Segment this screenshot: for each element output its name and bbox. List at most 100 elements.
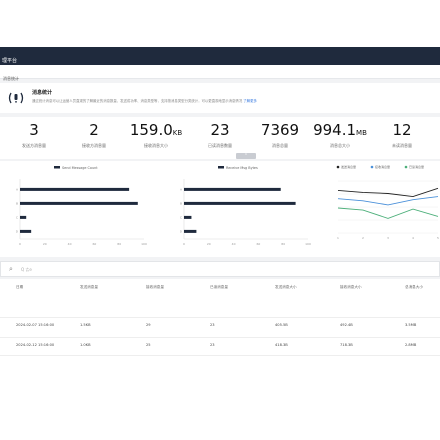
x-tick-label: 40 (68, 242, 72, 246)
stat-card: 2 接收方消息量 (64, 121, 124, 149)
y-tick-label: B (180, 201, 182, 205)
x-tick-label: 2 (362, 236, 364, 240)
y-tick-label: C (180, 215, 182, 219)
stat-label: 接收方消息量 (82, 143, 106, 148)
x-tick-label: 1 (337, 236, 339, 240)
series-line (337, 207, 439, 219)
table-cell: 418.3B (275, 343, 288, 347)
stat-label: 消息总量 (272, 143, 288, 148)
table-cell: 405.5B (275, 323, 288, 327)
legend-label: Send Message Count (62, 166, 98, 170)
bar (184, 215, 192, 219)
chevron-up-icon: ⌃ (243, 153, 249, 159)
broadcast-icon (8, 92, 24, 104)
table-cell: 25 (146, 343, 151, 347)
y-tick-label: C (16, 215, 18, 219)
legend-marker (370, 165, 374, 169)
legend-marker (404, 165, 408, 169)
stat-card: 3 发送方消息量 (4, 121, 64, 149)
table-cell: 1.5KB (80, 323, 91, 327)
stats-panel: 3 发送方消息量 2 接收方消息量 159.0KB 接收消息大小 23 已读消息… (0, 117, 440, 159)
app-title: 理平台 (2, 58, 18, 64)
intro-panel: 消息统计 通过统计消息可以让运营人员直观的了解最近的消息数量、发送成功率、消息类… (0, 83, 440, 113)
table-cell: 2.8MB (405, 343, 417, 347)
column-header[interactable]: 发送消息量 (80, 285, 98, 289)
x-tick-label: 100 (305, 242, 311, 246)
bar (20, 215, 27, 219)
column-header[interactable]: 日期 (16, 285, 24, 289)
table-cell: 3.5MB (405, 323, 417, 327)
column-header[interactable]: 接收消息量 (146, 285, 164, 289)
stat-card: 7369 消息总量 (250, 121, 310, 149)
legend-swatch (54, 166, 60, 169)
bar (184, 187, 281, 191)
line-chart-trend: 发送消息量 接收消息量 已读消息量 1 2 3 4 5 (336, 164, 439, 240)
y-tick-label: A (180, 187, 183, 191)
stat-value: 23 (210, 121, 230, 139)
legend-label: 发送消息量 (341, 164, 356, 169)
stat-card: 994.1MB 消息总大小 (310, 121, 370, 149)
table-cell: 492.4B (340, 323, 353, 327)
column-header[interactable]: 接收消息大小 (340, 285, 362, 289)
table-divider (0, 355, 440, 356)
bar (20, 229, 32, 233)
stat-value: 12 (392, 121, 412, 139)
stat-value: 159.0KB (129, 121, 183, 139)
x-tick-label: 0 (19, 242, 21, 246)
x-tick-label: 0 (183, 242, 185, 246)
x-tick-label: 60 (92, 242, 96, 246)
table-cell: 2024-02-12 15:16:00 (16, 343, 55, 347)
table-cell: 23 (210, 343, 215, 347)
data-table: 日期 发送消息量 接收消息量 已读消息量 发送消息大小 接收消息大小 总消息大小… (0, 279, 440, 375)
table-cell: 23 (210, 323, 215, 327)
stat-label: 接收消息大小 (144, 143, 168, 148)
stat-label: 消息总大小 (330, 143, 350, 148)
bar-chart-send: Send Message Count A B C D 0 20 40 60 80 100 (16, 166, 147, 246)
stat-value: 2 (89, 121, 99, 139)
x-tick-label: 60 (256, 242, 260, 246)
stat-value: 994.1MB (313, 121, 367, 139)
table-row[interactable]: 2024-02-12 15:16:00 1.0KB 25 23 418.3B 7… (0, 337, 440, 351)
y-tick-label: B (16, 201, 18, 205)
learn-more-link[interactable]: 了解更多 (243, 99, 257, 103)
top-navigation-bar: 理平台 (0, 47, 440, 65)
stat-label: 已读消息数量 (208, 143, 232, 148)
bar (20, 201, 138, 205)
x-tick-label: 4 (412, 236, 414, 240)
y-tick-label: D (16, 229, 19, 233)
bar-chart-receive: Receive Msg Bytes A B C D 0 20 40 60 80 100 (180, 166, 311, 246)
table-cell: 2024-02-07 15:16:00 (16, 323, 55, 327)
legend-marker (336, 165, 340, 169)
column-header[interactable]: 总消息大小 (405, 285, 423, 289)
intro-description: 通过统计消息可以让运营人员直观的了解最近的消息数量、发送成功率、消息类型等，支持… (32, 98, 257, 103)
table-cell: 29 (146, 323, 151, 327)
stat-label: 未读消息量 (392, 143, 412, 148)
legend-label: Receive Msg Bytes (226, 166, 258, 170)
x-tick-label: 80 (281, 242, 285, 246)
stat-value: 3 (29, 121, 39, 139)
legend-label: 已读消息量 (409, 164, 424, 169)
x-tick-label: 5 (437, 236, 439, 240)
x-tick-label: 40 (232, 242, 236, 246)
legend-swatch (218, 166, 224, 169)
table-header: 日期 发送消息量 接收消息量 已读消息量 发送消息大小 接收消息大小 总消息大小 (0, 285, 440, 295)
stat-label: 发送方消息量 (22, 143, 46, 148)
stat-value: 7369 (260, 121, 300, 139)
x-tick-label: 80 (117, 242, 121, 246)
x-tick-label: 3 (387, 236, 389, 240)
search-bar[interactable]: ⌕ Q ㄊe (0, 261, 440, 277)
intro-description-text: 通过统计消息可以让运营人员直观的了解最近的消息数量、发送成功率、消息类型等，支持… (32, 99, 243, 103)
breadcrumb-current: 消息统计 (3, 76, 19, 81)
bar (20, 187, 130, 191)
column-header[interactable]: 发送消息大小 (275, 285, 297, 289)
legend-label: 接收消息量 (375, 164, 390, 169)
column-header[interactable]: 已读消息量 (210, 285, 228, 289)
search-icon: ⌕ (9, 265, 13, 273)
stat-card: 159.0KB 接收消息大小 (126, 121, 186, 149)
search-placeholder: Q ㄊe (21, 267, 32, 272)
stat-card: 12 未读消息量 (372, 121, 432, 149)
intro-heading: 消息统计 (32, 90, 53, 96)
table-row[interactable]: 2024-02-07 15:16:00 1.5KB 29 23 405.5B 4… (0, 317, 440, 331)
collapse-toggle-button[interactable]: ⌃ (236, 153, 256, 159)
table-cell: 1.0KB (80, 343, 91, 347)
